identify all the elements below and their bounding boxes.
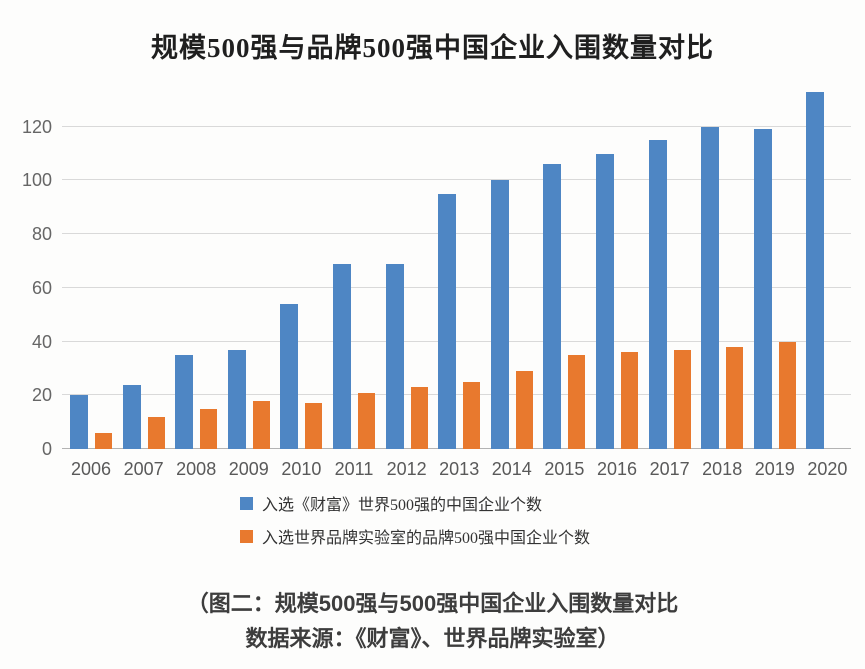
x-tick-label-2010: 2010 <box>281 459 322 479</box>
gridline-40 <box>62 340 851 342</box>
bar-brand500-2013 <box>463 381 481 449</box>
legend-label-fortune500: 入选《财富》世界500强的中国企业个数 <box>262 497 543 514</box>
bar-brand500-2019 <box>778 341 796 449</box>
bar-brand500-2009 <box>252 400 270 449</box>
bar-fortune500-2008 <box>175 355 194 449</box>
bar-fortune500-2019 <box>753 129 772 449</box>
bar-fortune500-2010 <box>280 303 299 449</box>
gridline-60 <box>62 286 851 288</box>
y-tick-label-60: 60 <box>31 277 52 298</box>
bar-brand500-2012 <box>410 387 428 449</box>
x-tick-label-2019: 2019 <box>754 459 795 479</box>
gridline-100 <box>62 179 851 181</box>
x-tick-label-2017: 2017 <box>649 459 690 479</box>
bar-brand500-2007 <box>147 416 165 449</box>
bar-brand500-2010 <box>305 403 323 449</box>
chart-title: 规模500强与品牌500强中国企业入围数量对比 <box>151 33 714 63</box>
x-tick-label-2009: 2009 <box>228 459 269 479</box>
legend-label-brand500: 入选世界品牌实验室的品牌500强中国企业个数 <box>262 530 591 547</box>
bar-fortune500-2020 <box>806 91 825 449</box>
gridline-80 <box>62 233 851 235</box>
bar-brand500-2008 <box>200 408 218 449</box>
x-axis-baseline <box>62 448 851 449</box>
figure-caption: （图二：规模500强与500强中国企业入围数量对比 数据来源：《财富》、世界品牌… <box>0 586 865 656</box>
bar-fortune500-2009 <box>227 349 246 449</box>
legend-item-fortune500: 入选《财富》世界500强的中国企业个数 <box>240 491 590 515</box>
bar-brand500-2011 <box>358 392 375 449</box>
legend-swatch-blue-icon <box>240 496 253 510</box>
x-tick-label-2014: 2014 <box>491 459 532 479</box>
x-tick-label-2012: 2012 <box>386 459 427 479</box>
x-tick-label-2018: 2018 <box>702 459 743 479</box>
y-tick-label-20: 20 <box>31 385 52 406</box>
x-tick-label-2007: 2007 <box>123 459 164 479</box>
bar-fortune500-2016 <box>596 153 614 449</box>
bar-brand500-2006 <box>95 432 112 449</box>
x-tick-label-2006: 2006 <box>70 459 112 479</box>
x-tick-label-2020: 2020 <box>807 459 848 479</box>
bar-fortune500-2013 <box>438 193 457 449</box>
legend: 入选《财富》世界500强的中国企业个数 入选世界品牌实验室的品牌500强中国企业… <box>240 491 590 557</box>
x-tick-label-2015: 2015 <box>544 459 585 479</box>
bar-fortune500-2018 <box>701 126 720 449</box>
bar-brand500-2015 <box>568 355 586 449</box>
legend-swatch-orange-icon <box>240 529 253 543</box>
y-tick-label-40: 40 <box>31 331 52 352</box>
y-tick-label-120: 120 <box>21 116 52 137</box>
legend-item-brand500: 入选世界品牌实验室的品牌500强中国企业个数 <box>240 524 590 548</box>
x-tick-label-2016: 2016 <box>596 459 638 479</box>
x-tick-label-2011: 2011 <box>334 459 374 479</box>
bar-fortune500-2017 <box>648 140 667 449</box>
bar-brand500-2014 <box>515 371 533 449</box>
gridline-20 <box>62 394 851 396</box>
bar-fortune500-2012 <box>385 263 404 449</box>
bar-fortune500-2011 <box>333 263 351 449</box>
bar-fortune500-2015 <box>543 164 562 449</box>
bar-fortune500-2006 <box>70 395 88 449</box>
bar-fortune500-2014 <box>490 180 509 449</box>
y-tick-label-80: 80 <box>31 224 52 245</box>
plot-area: 0 20 40 60 80 100 120 2006 2007 2008 2009 2010 2011 2… <box>22 73 851 479</box>
caption-line-1: （图二：规模500强与500强中国企业入围数量对比 <box>186 591 679 616</box>
y-tick-label-0: 0 <box>41 439 52 459</box>
bar-brand500-2018 <box>726 346 744 449</box>
y-tick-label-100: 100 <box>21 170 52 191</box>
caption-line-2: 数据来源：《财富》、世界品牌实验室） <box>245 626 620 651</box>
gridline-120 <box>62 125 851 127</box>
bar-brand500-2016 <box>621 352 638 449</box>
x-tick-label-2008: 2008 <box>176 459 217 479</box>
bar-brand500-2017 <box>673 349 691 449</box>
bar-fortune500-2007 <box>122 384 141 449</box>
x-tick-label-2013: 2013 <box>439 459 480 479</box>
